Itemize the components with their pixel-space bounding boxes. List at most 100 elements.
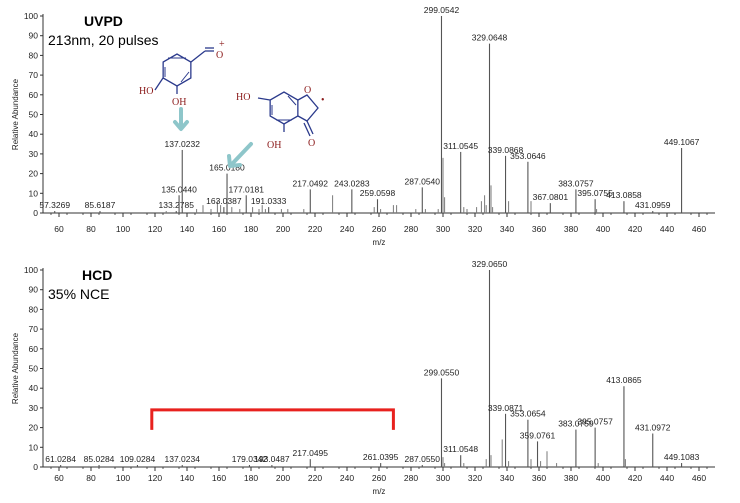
x-tick-label: 460 bbox=[692, 473, 706, 483]
panel-subtitle: 35% NCE bbox=[48, 286, 109, 302]
peak-label: 261.0395 bbox=[363, 452, 399, 462]
peak-label: 339.0871 bbox=[488, 403, 524, 413]
hydroxyl-label: OH bbox=[267, 140, 281, 151]
keto-bond bbox=[306, 120, 314, 135]
x-tick-label: 280 bbox=[404, 473, 418, 483]
x-tick-label: 340 bbox=[500, 224, 514, 234]
x-tick-label: 220 bbox=[308, 224, 322, 234]
x-tick-label: 120 bbox=[148, 473, 162, 483]
x-tick-label: 460 bbox=[692, 224, 706, 234]
hydroxyl-bond bbox=[154, 77, 164, 91]
ring-oxygen-label: O bbox=[304, 85, 311, 96]
y-tick-label: 80 bbox=[29, 50, 39, 60]
peak-label: 133.2785 bbox=[159, 200, 195, 210]
peak-label: 329.0650 bbox=[472, 259, 508, 269]
peak-label: 449.1083 bbox=[664, 452, 700, 462]
hydroxyl-label: HO bbox=[236, 92, 250, 103]
y-tick-label: 80 bbox=[29, 304, 39, 314]
y-tick-label: 40 bbox=[29, 383, 39, 393]
peak-label: 299.0550 bbox=[424, 367, 460, 377]
y-tick-label: 50 bbox=[29, 364, 39, 374]
y-tick-label: 100 bbox=[24, 265, 38, 275]
peak-label: 413.0865 bbox=[606, 375, 642, 385]
peak-label: 395.0757 bbox=[577, 417, 613, 427]
x-tick-label: 120 bbox=[148, 224, 162, 234]
x-tick-label: 160 bbox=[212, 224, 226, 234]
y-tick-label: 20 bbox=[29, 423, 39, 433]
y-tick-label: 70 bbox=[29, 70, 39, 80]
y-tick-label: 90 bbox=[29, 31, 39, 41]
x-tick-label: 220 bbox=[308, 473, 322, 483]
y-tick-label: 90 bbox=[29, 285, 39, 295]
x-tick-label: 60 bbox=[54, 473, 64, 483]
peak-label: 395.0755 bbox=[577, 188, 613, 198]
peak-label: 57.3269 bbox=[39, 200, 70, 210]
y-tick-label: 60 bbox=[29, 344, 39, 354]
x-tick-label: 360 bbox=[532, 224, 546, 234]
x-tick-label: 380 bbox=[564, 473, 578, 483]
x-tick-label: 100 bbox=[116, 224, 130, 234]
x-axis-title: m/z bbox=[373, 487, 386, 496]
x-tick-label: 400 bbox=[596, 224, 610, 234]
peak-label: 449.1067 bbox=[664, 137, 700, 147]
annotation-arrow bbox=[173, 107, 189, 131]
x-tick-label: 300 bbox=[436, 473, 450, 483]
x-tick-label: 360 bbox=[532, 473, 546, 483]
charge-label: + bbox=[219, 39, 225, 50]
peak-label: 287.0550 bbox=[405, 454, 441, 464]
peak-label: 61.0284 bbox=[45, 454, 76, 464]
peak-label: 177.0181 bbox=[229, 184, 265, 194]
x-tick-label: 140 bbox=[180, 473, 194, 483]
peak-label: 431.0972 bbox=[635, 423, 671, 433]
x-tick-label: 320 bbox=[468, 224, 482, 234]
peak-label: 85.6187 bbox=[85, 200, 116, 210]
x-tick-label: 320 bbox=[468, 473, 482, 483]
y-tick-label: 70 bbox=[29, 324, 39, 334]
furanone-ring bbox=[297, 94, 319, 122]
benzene-ring bbox=[269, 91, 299, 125]
x-tick-label: 200 bbox=[276, 473, 290, 483]
y-axis-title: Relative Abundance bbox=[11, 78, 20, 150]
y-tick-label: 30 bbox=[29, 149, 39, 159]
panel-title: HCD bbox=[82, 267, 112, 283]
keto-oxygen-label: O bbox=[308, 138, 315, 149]
peak-label: 353.0646 bbox=[510, 151, 546, 161]
peak-label: 109.0284 bbox=[120, 454, 156, 464]
y-tick-label: 0 bbox=[33, 208, 38, 218]
peak-label: 191.0333 bbox=[251, 196, 287, 206]
x-tick-label: 60 bbox=[54, 224, 64, 234]
x-tick-label: 80 bbox=[86, 224, 96, 234]
x-tick-label: 400 bbox=[596, 473, 610, 483]
arrow-head bbox=[227, 154, 242, 168]
ring-double-bond bbox=[287, 95, 297, 106]
x-tick-label: 440 bbox=[660, 473, 674, 483]
hydroxyl-bond bbox=[257, 97, 271, 101]
y-axis-title: Relative Abundance bbox=[11, 332, 20, 404]
x-tick-label: 260 bbox=[372, 473, 386, 483]
peak-label: 217.0495 bbox=[293, 448, 329, 458]
peak-label: 137.0232 bbox=[165, 139, 201, 149]
hydroxyl-label: OH bbox=[172, 97, 186, 108]
x-tick-label: 180 bbox=[244, 473, 258, 483]
x-tick-label: 200 bbox=[276, 224, 290, 234]
x-tick-label: 140 bbox=[180, 224, 194, 234]
x-tick-label: 240 bbox=[340, 224, 354, 234]
peak-label: 243.0283 bbox=[334, 178, 370, 188]
peak-label: 193.0487 bbox=[254, 454, 290, 464]
peak-label: 353.0654 bbox=[510, 409, 546, 419]
peak-label: 287.0540 bbox=[405, 176, 441, 186]
y-tick-label: 0 bbox=[33, 462, 38, 472]
y-tick-label: 10 bbox=[29, 188, 39, 198]
low-mass-region-bracket bbox=[150, 408, 395, 430]
peak-label: 431.0959 bbox=[635, 200, 671, 210]
panel-subtitle: 213nm, 20 pulses bbox=[48, 32, 159, 48]
uvpd-spectrum-panel: 0 10 20 30 40 50 60 70 80 90 100 60 80 100 120 140 160 18… bbox=[11, 5, 715, 247]
y-tick-label: 20 bbox=[29, 169, 39, 179]
y-tick-label: 50 bbox=[29, 110, 39, 120]
x-axis-title: m/z bbox=[373, 238, 386, 247]
peak-label: 339.0868 bbox=[488, 145, 524, 155]
benzene-ring bbox=[162, 53, 192, 87]
x-tick-label: 300 bbox=[436, 224, 450, 234]
dihydroxybenzoyl-ion-structure: O+ HO OH bbox=[139, 39, 225, 108]
